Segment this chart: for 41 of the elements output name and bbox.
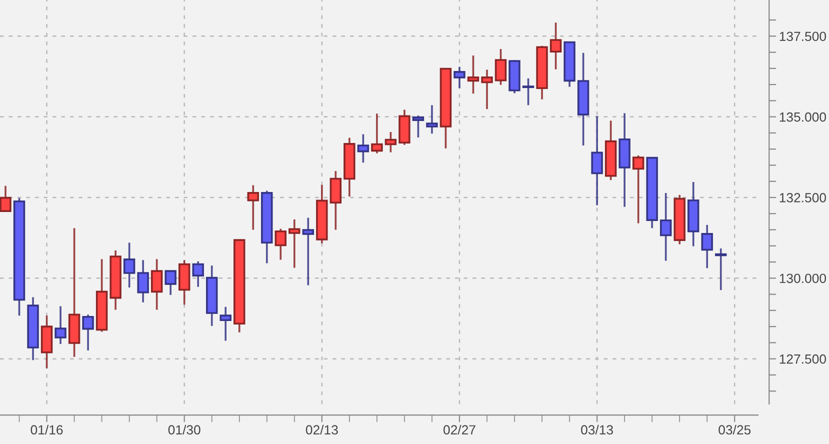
x-tick-label: 01/30 [168, 424, 200, 435]
candlestick [467, 54, 480, 94]
y-tick-label: 127.500 [780, 354, 826, 364]
candlestick [150, 258, 163, 311]
x-tick-label: 03/13 [581, 424, 613, 435]
candlestick [454, 66, 466, 89]
candlestick [357, 133, 370, 164]
x-tick-label: 02/13 [306, 424, 338, 435]
y-tick-label: 137.500 [780, 32, 826, 42]
candlestick [288, 218, 300, 269]
candlestick [137, 259, 149, 304]
candlestick [426, 104, 438, 134]
candlestick [330, 170, 342, 231]
candlestick [247, 184, 259, 231]
candlestick [522, 78, 534, 106]
candlestick [715, 248, 727, 291]
x-tick-label: 03/25 [718, 424, 751, 435]
candlestick [494, 48, 507, 86]
y-tick-label: 130.000 [780, 274, 826, 284]
candlestick [0, 184, 12, 213]
candlestick [302, 216, 314, 286]
y-tick-label: 132.500 [780, 193, 826, 202]
x-tick-label: 01/16 [30, 424, 63, 435]
y-tick-label: 135.000 [780, 112, 826, 122]
candlestick [192, 260, 204, 288]
candlestick [701, 224, 713, 270]
candlestick [660, 192, 672, 262]
candlestick [550, 22, 562, 70]
candlestick [274, 228, 286, 261]
candlestick [384, 131, 397, 154]
candlestick [371, 112, 383, 154]
candlestick [481, 68, 493, 110]
candlestick [591, 115, 603, 206]
x-tick-label: 02/27 [443, 424, 476, 435]
candlestick [123, 242, 136, 288]
candlestick [220, 306, 232, 342]
candlestick [164, 270, 176, 296]
candlestick [82, 314, 94, 352]
candlestick [632, 154, 644, 224]
candlestick [54, 305, 66, 345]
candlestick [412, 114, 424, 138]
